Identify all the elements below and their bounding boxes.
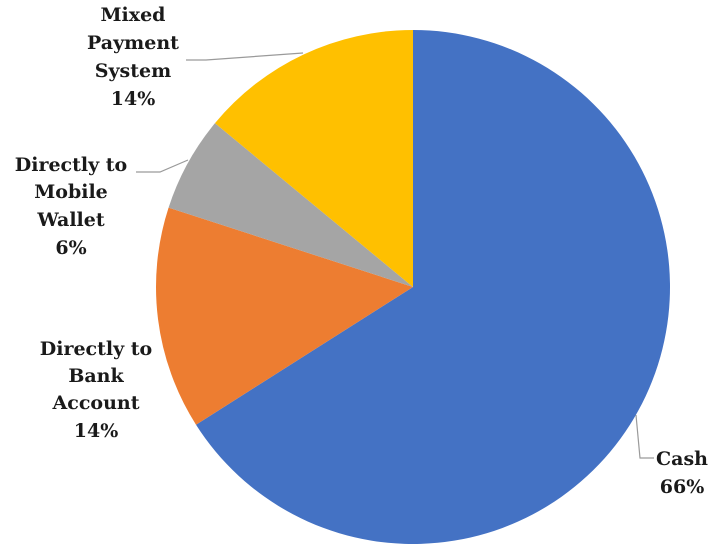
slice-label-mixed-line-2: Payment [87, 32, 179, 54]
slice-label-cash: Cash 66% [656, 448, 708, 498]
slice-label-bank-line-3: Account [52, 392, 140, 414]
slice-label-bank-line-1: Directly to [40, 338, 152, 360]
slice-label-bank-percent: 14% [74, 420, 119, 442]
pie-slices [156, 29, 671, 544]
slice-label-mobile-wallet: Directly to Mobile Wallet 6% [15, 154, 127, 259]
slice-label-mobile-line-1: Directly to [15, 154, 127, 176]
slice-label-mobile-line-3: Wallet [36, 209, 105, 231]
leader-line-mobile-wallet [136, 159, 189, 173]
slice-label-mixed-line-3: System [95, 60, 171, 82]
slice-label-cash-percent: 66% [660, 476, 705, 498]
slice-label-bank-line-2: Bank [68, 365, 124, 387]
leader-line-cash [635, 414, 654, 459]
slice-label-cash-line-1: Cash [656, 448, 708, 470]
pie-slice-mixed-payment [214, 30, 413, 287]
pie-slice-mobile-wallet [168, 123, 413, 288]
leader-line-mixed-payment [186, 52, 304, 61]
pie-slice-bank-account [156, 207, 413, 425]
slice-label-mobile-percent: 6% [55, 237, 86, 259]
slice-label-mobile-line-2: Mobile [34, 181, 108, 203]
slice-label-mixed-line-1: Mixed [101, 4, 166, 26]
leader-lines [136, 52, 654, 459]
slice-label-mixed-payment: Mixed Payment System 14% [87, 4, 179, 110]
pie-slice-cash [196, 29, 671, 544]
slice-label-mixed-percent: 14% [111, 88, 156, 110]
slice-label-bank-account: Directly to Bank Account 14% [40, 338, 152, 442]
